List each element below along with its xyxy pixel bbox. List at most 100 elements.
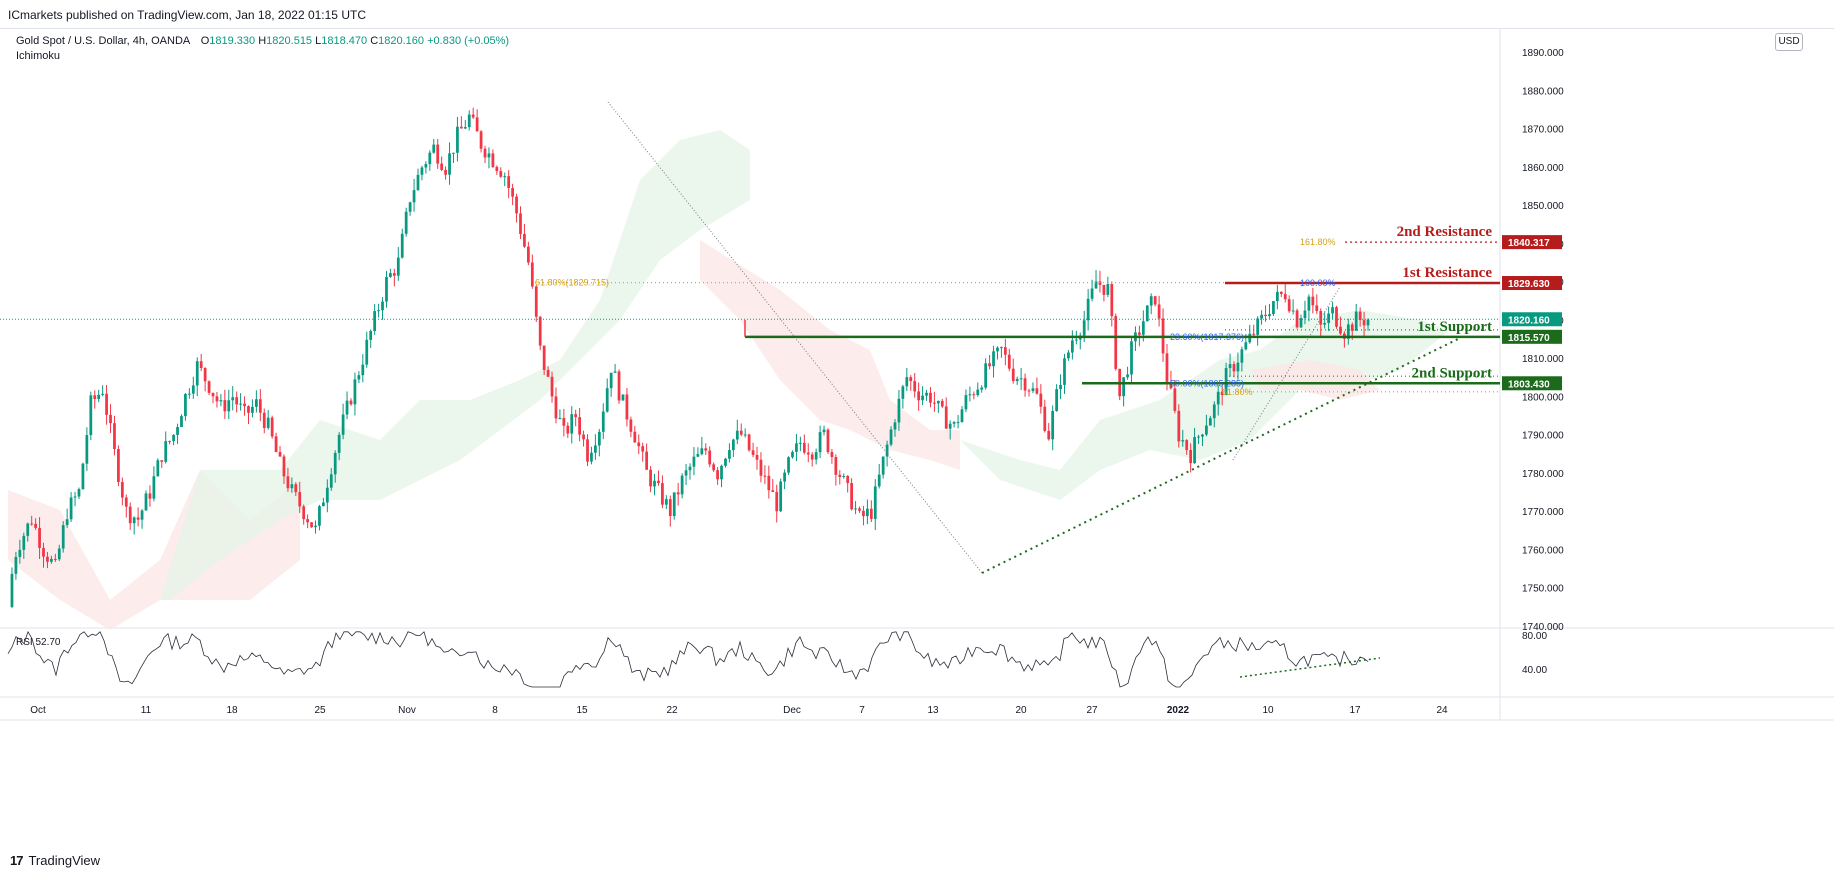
candle bbox=[1102, 284, 1106, 302]
price-tick-label: 1880.000 bbox=[1522, 86, 1564, 97]
candle bbox=[400, 228, 404, 259]
time-tick-label: 24 bbox=[1436, 705, 1448, 716]
candle-body bbox=[550, 376, 554, 397]
candle bbox=[385, 270, 388, 308]
candle bbox=[85, 427, 89, 472]
symbol-legend[interactable]: Gold Spot / U.S. Dollar, 4h, OANDA O1819… bbox=[16, 35, 509, 47]
candle bbox=[46, 551, 49, 569]
candle bbox=[862, 506, 865, 526]
candle bbox=[243, 396, 246, 416]
indicator-legend[interactable]: Ichimoku bbox=[16, 50, 60, 62]
candle bbox=[948, 420, 952, 440]
candle-body bbox=[361, 364, 365, 376]
candle bbox=[696, 447, 700, 458]
candle bbox=[113, 415, 116, 456]
candle-body bbox=[1236, 362, 1240, 372]
candle-body bbox=[708, 450, 712, 465]
candle-body bbox=[345, 400, 349, 415]
candle bbox=[282, 454, 286, 484]
candle-body bbox=[968, 394, 972, 396]
candle-body bbox=[1283, 293, 1287, 300]
candle-body bbox=[925, 392, 928, 396]
candle bbox=[191, 376, 195, 399]
candle-body bbox=[716, 470, 719, 480]
candle-body bbox=[881, 456, 885, 475]
candle-body bbox=[795, 443, 798, 452]
candle-body bbox=[1268, 314, 1271, 317]
candle bbox=[621, 394, 625, 401]
candle bbox=[668, 495, 672, 527]
candle-body bbox=[1055, 389, 1058, 412]
candle bbox=[1212, 401, 1216, 428]
candle-body bbox=[243, 403, 246, 407]
candle bbox=[448, 142, 451, 185]
price-tag-support bbox=[1502, 376, 1562, 391]
candle bbox=[266, 410, 270, 430]
candle bbox=[1193, 427, 1196, 464]
high-value: 1820.515 bbox=[266, 35, 313, 47]
candle-body bbox=[613, 371, 617, 373]
candle bbox=[909, 375, 913, 391]
candle-body bbox=[152, 476, 156, 499]
tradingview-logo[interactable]: 17 TradingView bbox=[10, 853, 100, 868]
candle-body bbox=[866, 508, 869, 517]
candle-body bbox=[980, 387, 984, 390]
indicator-name: Ichimoku bbox=[16, 50, 61, 62]
price-tick-label: 1810.000 bbox=[1522, 354, 1564, 365]
candle bbox=[661, 475, 664, 509]
candle bbox=[1094, 270, 1098, 289]
price-tick-label: 1860.000 bbox=[1522, 163, 1564, 174]
candle bbox=[14, 551, 18, 580]
candle-body bbox=[1047, 430, 1051, 440]
candle-body bbox=[625, 394, 629, 420]
candle bbox=[956, 414, 960, 429]
candle bbox=[1035, 377, 1039, 395]
candle-body bbox=[1197, 436, 1200, 438]
top-bar: ICmarkets published on TradingView.com, … bbox=[0, 0, 1834, 29]
candle-body bbox=[353, 379, 357, 405]
candle-body bbox=[909, 377, 913, 382]
candle bbox=[519, 206, 522, 239]
currency-button[interactable]: USD bbox=[1775, 33, 1803, 51]
candle-body bbox=[503, 176, 507, 178]
candle-body bbox=[377, 310, 380, 312]
candle-body bbox=[1007, 354, 1011, 369]
candle bbox=[594, 434, 597, 460]
candle bbox=[570, 406, 574, 444]
candle-body bbox=[1086, 298, 1090, 321]
candle bbox=[511, 183, 514, 206]
candle-body bbox=[534, 286, 538, 317]
candle bbox=[1161, 308, 1165, 362]
candle bbox=[755, 446, 759, 470]
ichimoku-cloud-region bbox=[160, 130, 750, 600]
candle bbox=[93, 390, 97, 409]
candle-body bbox=[1354, 311, 1358, 331]
candle-body bbox=[850, 483, 854, 510]
candle-body bbox=[787, 457, 790, 473]
candle-body bbox=[42, 547, 45, 557]
candle bbox=[365, 331, 369, 368]
time-tick-label: Oct bbox=[30, 705, 46, 716]
candle bbox=[144, 490, 148, 511]
candle bbox=[1126, 366, 1129, 380]
candle bbox=[105, 384, 108, 425]
candle-body bbox=[85, 435, 89, 464]
candle bbox=[605, 378, 609, 413]
candle-body bbox=[956, 422, 960, 424]
candle bbox=[172, 434, 175, 446]
candle-body bbox=[664, 499, 668, 505]
candle bbox=[404, 207, 408, 237]
candle bbox=[195, 357, 199, 397]
candle bbox=[475, 109, 479, 132]
candle-body bbox=[1019, 378, 1023, 380]
rsi-tick-40: 40.00 bbox=[1522, 665, 1547, 676]
candle-body bbox=[929, 392, 932, 403]
candle-body bbox=[617, 371, 621, 401]
candle-body bbox=[1051, 411, 1055, 440]
open-label: O bbox=[200, 35, 210, 47]
candle-body bbox=[156, 460, 160, 477]
candle bbox=[692, 447, 696, 476]
candle-body bbox=[704, 448, 708, 451]
candle bbox=[97, 389, 101, 403]
